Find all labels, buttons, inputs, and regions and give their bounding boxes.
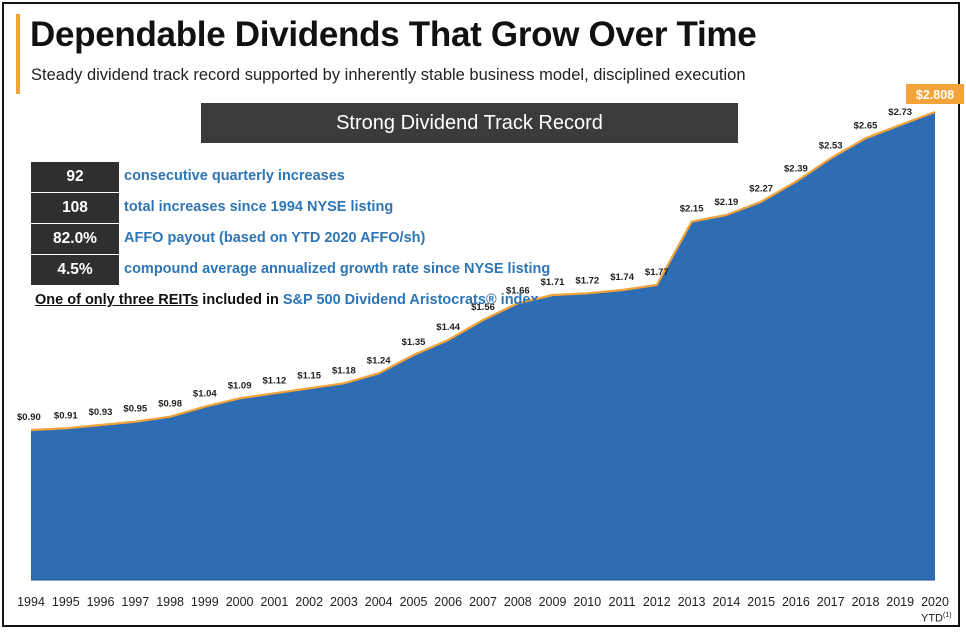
stat-value: 108 [31, 193, 119, 223]
x-tick-label: 1996 [87, 595, 115, 609]
stat-label: total increases since 1994 NYSE listing [124, 199, 394, 215]
aristocrats-note-middle: included in [198, 292, 283, 308]
x-tick-label: 2001 [260, 595, 288, 609]
x-tick-label: 2014 [712, 595, 740, 609]
ytd-label: YTD [921, 612, 943, 625]
ytd-footnote-ref: (1) [943, 612, 952, 619]
dividend-area [31, 112, 935, 580]
value-label: $1.56 [471, 302, 495, 313]
x-tick-label: 2009 [539, 595, 567, 609]
value-label: $1.44 [436, 322, 460, 333]
value-label: $2.39 [784, 164, 808, 175]
value-label: $2.808 [916, 88, 954, 102]
value-label: $2.73 [888, 107, 912, 118]
aristocrats-note: One of only three REITs included in S&P … [35, 292, 539, 308]
value-label: $1.66 [506, 285, 530, 296]
dividend-line [30, 110, 936, 432]
value-label: $2.65 [854, 120, 878, 131]
value-label: $0.95 [123, 404, 147, 415]
value-label: $0.98 [158, 399, 182, 410]
x-tick-label: 2016 [782, 595, 810, 609]
x-tick-label: 2007 [469, 595, 497, 609]
value-label: $1.35 [402, 337, 426, 348]
x-tick-label: 1995 [52, 595, 80, 609]
aristocrats-note-underlined: One of only three REITs [35, 292, 199, 308]
value-label: $1.04 [193, 389, 217, 400]
page-subtitle: Steady dividend track record supported b… [31, 66, 746, 84]
x-tick-label: 2019 [886, 595, 914, 609]
value-label: $0.93 [89, 407, 113, 418]
x-tick-label: 2002 [295, 595, 323, 609]
stat-value: 4.5% [31, 255, 119, 285]
ytd-footnote: YTD(1) [921, 612, 952, 625]
x-tick-label: 1998 [156, 595, 184, 609]
x-tick-label: 2008 [504, 595, 532, 609]
value-label: $0.90 [17, 412, 41, 423]
value-label: $2.19 [715, 197, 739, 208]
x-tick-label: 2004 [365, 595, 393, 609]
x-tick-label: 2003 [330, 595, 358, 609]
value-label: $2.15 [680, 204, 704, 215]
x-tick-label: 2020 [921, 595, 949, 609]
stat-label: consecutive quarterly increases [124, 168, 345, 184]
stat-value: 92 [31, 162, 119, 192]
value-label: $1.72 [575, 275, 599, 286]
section-banner: Strong Dividend Track Record [201, 103, 738, 143]
value-label: $1.18 [332, 365, 356, 376]
value-label: $1.09 [228, 380, 252, 391]
aristocrats-note-index: S&P 500 Dividend Aristocrats® index [282, 292, 539, 308]
highlight-value-label: $2.808 [906, 84, 964, 104]
x-tick-label: 2013 [678, 595, 706, 609]
x-tick-label: 2015 [747, 595, 775, 609]
x-tick-label: 1994 [17, 595, 45, 609]
value-label: $2.53 [819, 140, 843, 151]
page-title: Dependable Dividends That Grow Over Time [30, 15, 757, 54]
slide-frame [2, 2, 960, 627]
x-tick-label: 2012 [643, 595, 671, 609]
value-label: $1.71 [541, 277, 565, 288]
value-label: $1.15 [297, 370, 321, 381]
stat-label: AFFO payout (based on YTD 2020 AFFO/sh) [124, 230, 426, 246]
x-tick-label: 1999 [191, 595, 219, 609]
x-tick-label: 2011 [609, 595, 636, 609]
value-label: $1.74 [610, 272, 634, 283]
value-label: $0.91 [54, 410, 78, 421]
x-tick-label: 2010 [573, 595, 601, 609]
x-tick-label: 2005 [400, 595, 428, 609]
value-label: $1.77 [645, 267, 669, 278]
x-tick-label: 2006 [434, 595, 462, 609]
x-tick-label: 1997 [121, 595, 149, 609]
highlight-label-box [906, 84, 964, 104]
stat-label: compound average annualized growth rate … [124, 261, 551, 277]
value-label: $2.27 [749, 184, 773, 195]
title-accent-bar [16, 14, 20, 94]
x-tick-label: 2017 [817, 595, 845, 609]
x-tick-label: 2000 [226, 595, 254, 609]
x-tick-label: 2018 [852, 595, 880, 609]
value-label: $1.24 [367, 355, 391, 366]
stat-value: 82.0% [31, 224, 119, 254]
value-label: $1.12 [263, 375, 287, 386]
